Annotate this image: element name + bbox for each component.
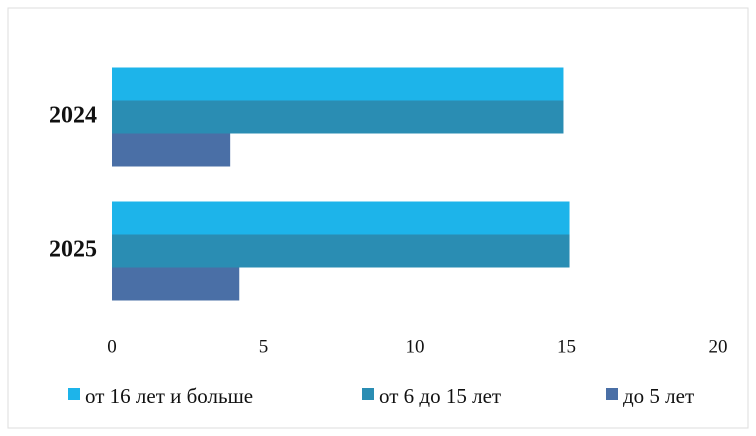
- legend-swatch: [606, 388, 618, 400]
- legend-swatch: [68, 388, 80, 400]
- x-tick-label: 10: [406, 336, 425, 357]
- legend-label: до 5 лет: [623, 384, 694, 408]
- bar: [112, 234, 570, 268]
- x-tick-label: 20: [709, 336, 728, 357]
- y-tick-label: 2024: [49, 103, 97, 129]
- legend-label: от 16 лет и больше: [85, 384, 253, 408]
- x-tick-label: 15: [557, 336, 576, 357]
- y-tick-label: 2025: [49, 237, 97, 263]
- chart-frame: [7, 7, 749, 429]
- bar: [112, 267, 240, 301]
- bar: [112, 133, 231, 167]
- x-tick-label: 0: [107, 336, 117, 357]
- bar: [112, 100, 564, 134]
- bar: [112, 67, 564, 101]
- x-tick-label: 5: [259, 336, 269, 357]
- legend-swatch: [362, 388, 374, 400]
- bar: [112, 201, 570, 235]
- legend-label: от 6 до 15 лет: [379, 384, 501, 408]
